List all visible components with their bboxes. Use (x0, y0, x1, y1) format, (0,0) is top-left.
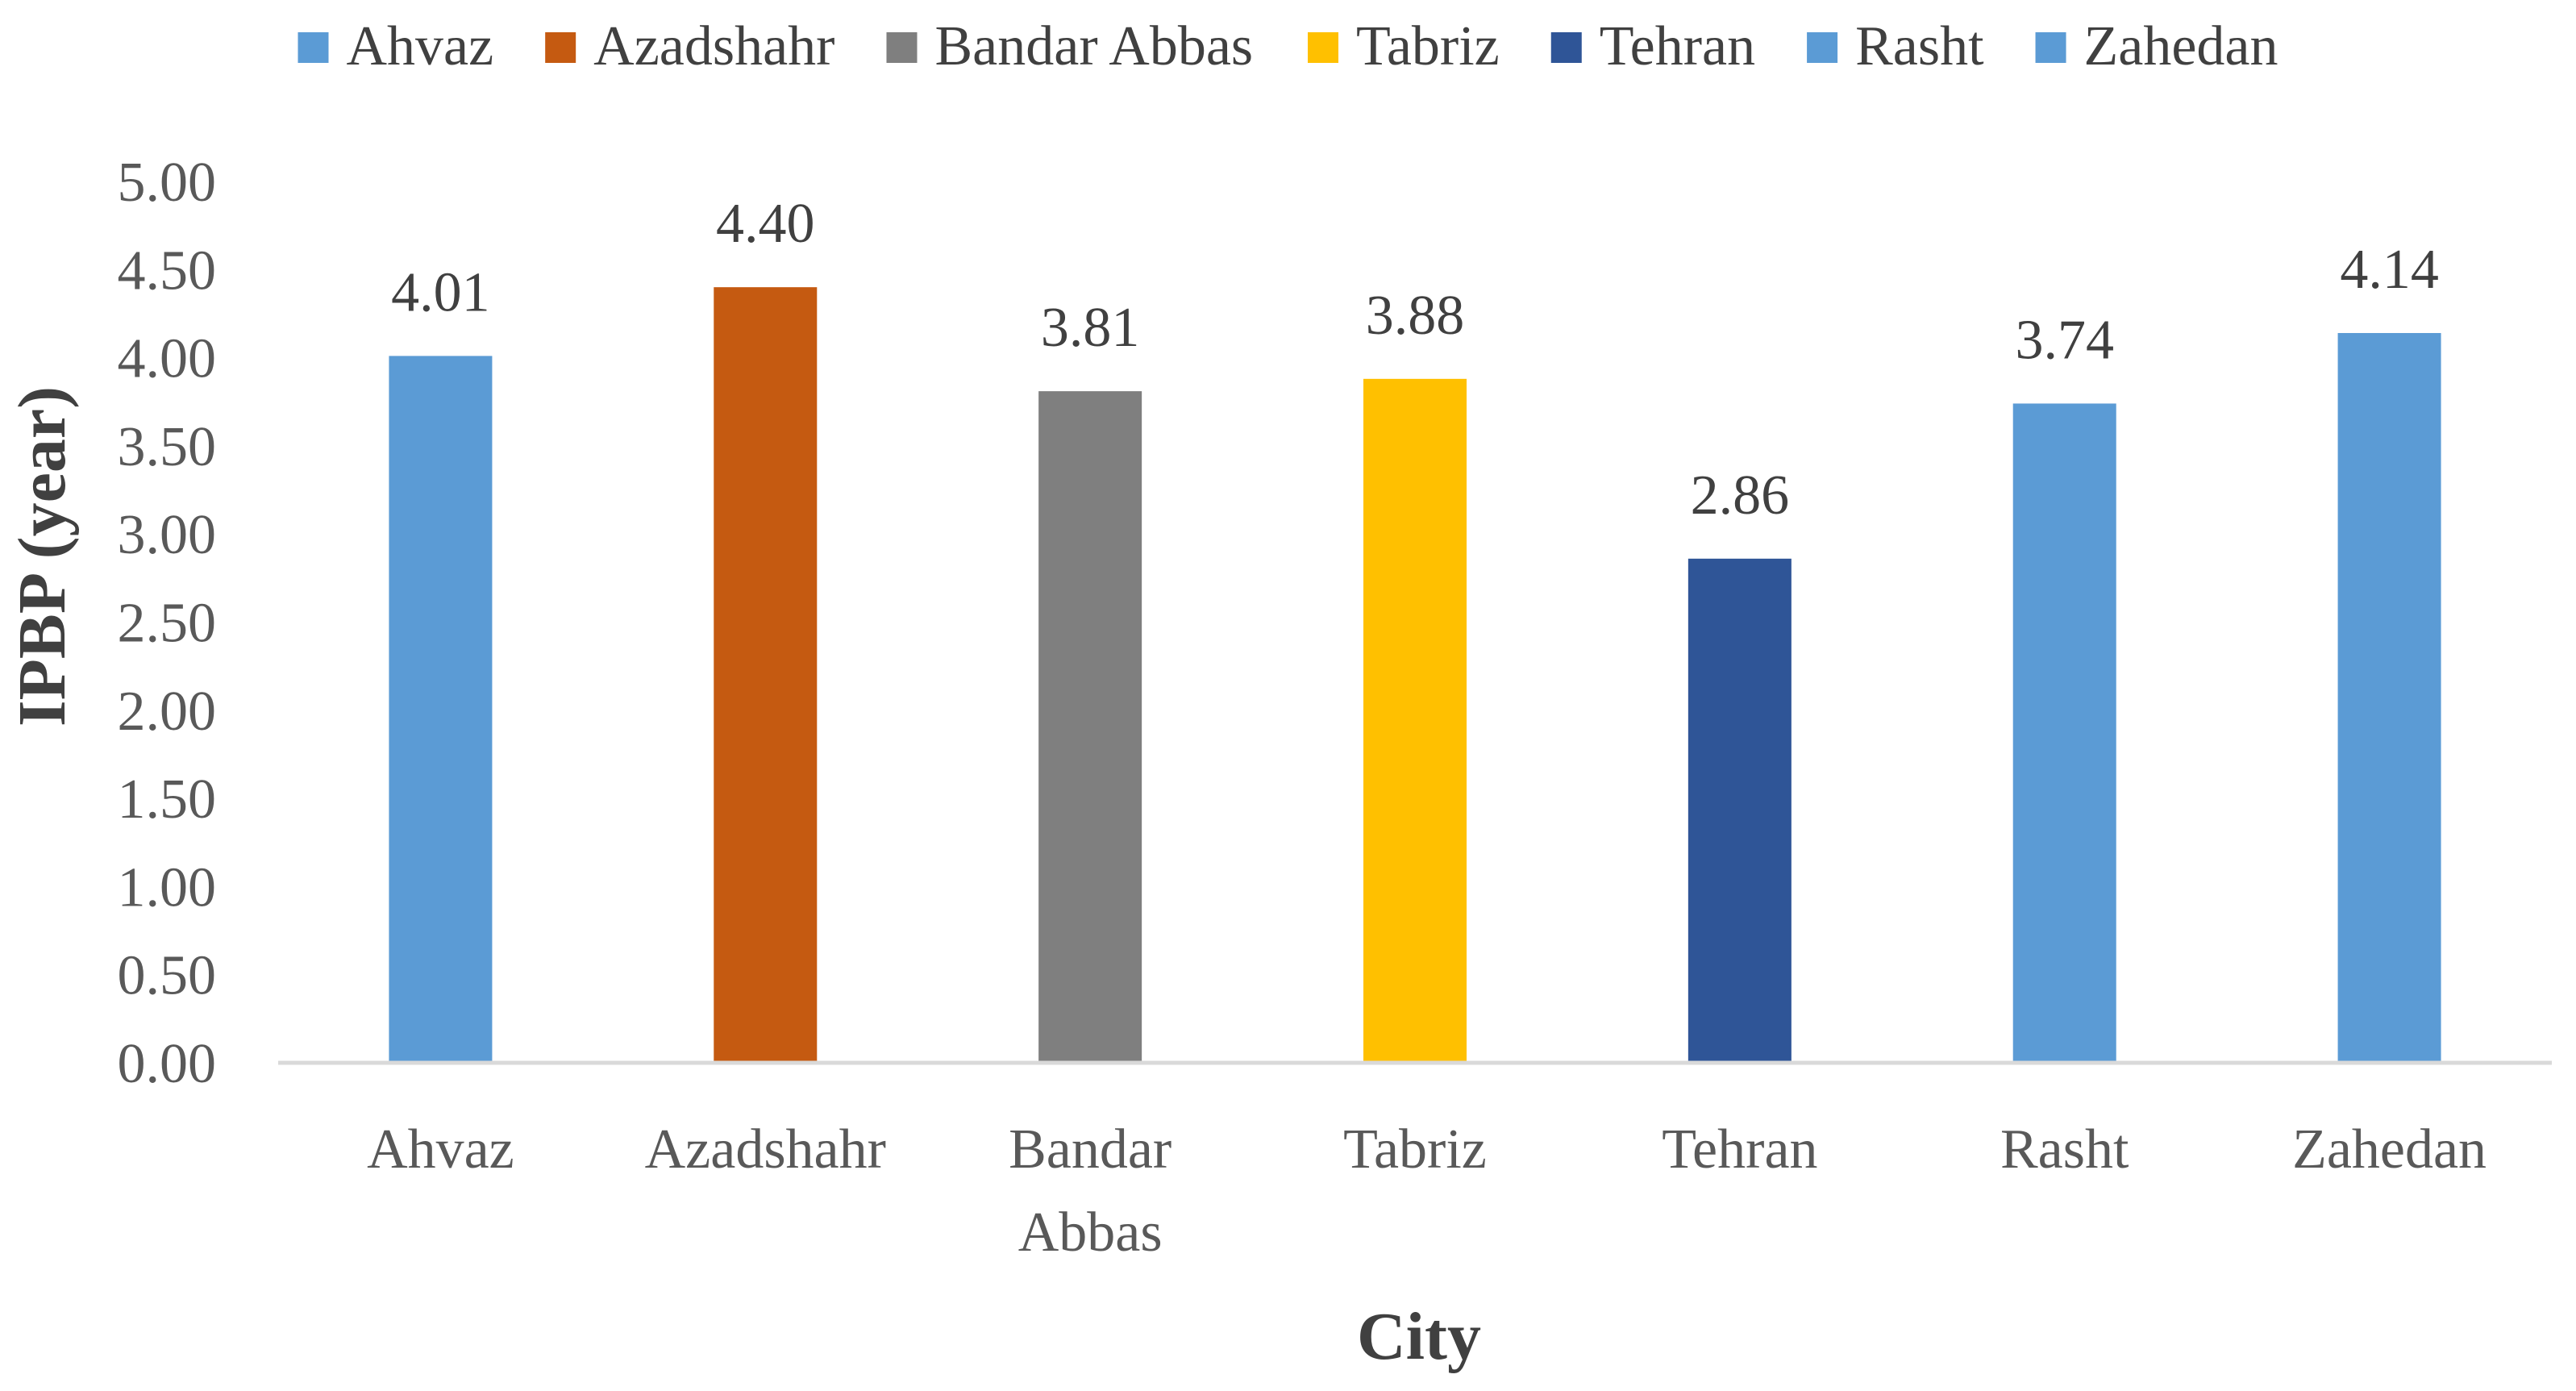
legend-swatch (1807, 32, 1838, 63)
legend-label: Tabriz (1356, 15, 1500, 77)
bar (714, 287, 818, 1063)
legend-item: Zahedan (2035, 15, 2278, 77)
bar (2337, 332, 2441, 1064)
x-category-label: Azadshahr (645, 1118, 886, 1181)
x-category-label-line: Bandar (1009, 1118, 1171, 1181)
legend-label: Zahedan (2084, 15, 2278, 77)
x-category-label-line: Zahedan (2292, 1118, 2487, 1181)
data-label: 3.81 (1041, 297, 1140, 359)
legend-label: Rasht (1855, 15, 1984, 77)
y-tick-label: 5.00 (118, 152, 217, 214)
bar (1688, 558, 1792, 1063)
legend-swatch (1307, 32, 1338, 63)
data-label: 3.74 (2015, 309, 2114, 371)
y-tick-label: 2.00 (118, 681, 217, 743)
x-category-label: Tabriz (1343, 1118, 1487, 1181)
legend: Ahvaz Azadshahr Bandar Abbas Tabriz Tehran Ra… (298, 15, 2278, 77)
legend-label: Tehran (1600, 15, 1755, 77)
y-tick-label: 0.00 (118, 1033, 217, 1095)
y-tick-label: 1.50 (118, 768, 217, 831)
y-tick-label: 3.00 (118, 504, 217, 566)
x-category-label: Tehran (1662, 1118, 1817, 1181)
data-label: 3.88 (1366, 285, 1465, 347)
legend-item: Tabriz (1307, 15, 1500, 77)
legend-label: Bandar Abbas (934, 15, 1253, 77)
x-category-label: Rasht (2000, 1118, 2129, 1181)
bar (389, 356, 493, 1063)
legend-label: Ahvaz (346, 15, 493, 77)
y-axis-ticks: 0.00 0.50 1.00 1.50 2.00 2.50 3.00 3.50 4.00 4.50… (118, 152, 217, 1095)
data-labels: 4.01 4.40 3.81 3.88 2.86 3.74 4.14 (391, 193, 2439, 527)
x-category-label-line: Abbas (1018, 1202, 1163, 1264)
legend-item: Tehran (1550, 15, 1755, 77)
x-category-label-line: Rasht (2000, 1118, 2129, 1181)
legend-swatch (886, 32, 918, 63)
bars (389, 287, 2441, 1064)
x-category-label-line: Ahvaz (367, 1118, 514, 1181)
legend-item: Azadshahr (545, 15, 834, 77)
bar (2012, 403, 2116, 1063)
x-axis-categories: Ahvaz Azadshahr Bandar Abbas Tabriz Tehran Ras… (367, 1118, 2487, 1264)
data-label: 4.14 (2340, 239, 2439, 301)
y-tick-label: 1.00 (118, 856, 217, 918)
x-category-label-line: Azadshahr (645, 1118, 886, 1181)
legend-swatch (2035, 32, 2066, 63)
x-category-label: Ahvaz (367, 1118, 514, 1181)
bar (1363, 378, 1467, 1063)
y-tick-label: 4.50 (118, 239, 217, 302)
legend-item: Ahvaz (298, 15, 493, 77)
data-label: 2.86 (1691, 464, 1790, 527)
x-category-label-line: Tehran (1662, 1118, 1817, 1181)
legend-item: Bandar Abbas (886, 15, 1253, 77)
y-axis-title: IPBP (year) (5, 386, 80, 727)
data-label: 4.40 (716, 193, 815, 255)
x-category-label-line: Tabriz (1343, 1118, 1487, 1181)
y-tick-label: 2.50 (118, 593, 217, 655)
legend-swatch (1550, 32, 1582, 63)
y-tick-label: 4.00 (118, 328, 217, 390)
x-axis-title: City (1357, 1299, 1481, 1374)
data-label: 4.01 (391, 261, 490, 323)
legend-swatch (545, 32, 576, 63)
legend-label: Azadshahr (593, 15, 834, 77)
x-category-label: Bandar Abbas (1009, 1118, 1171, 1264)
y-tick-label: 3.50 (118, 416, 217, 478)
y-tick-label: 0.50 (118, 945, 217, 1007)
legend-item: Rasht (1807, 15, 1984, 77)
legend-swatch (298, 32, 329, 63)
bar (1038, 391, 1142, 1063)
x-category-label: Zahedan (2292, 1118, 2487, 1181)
